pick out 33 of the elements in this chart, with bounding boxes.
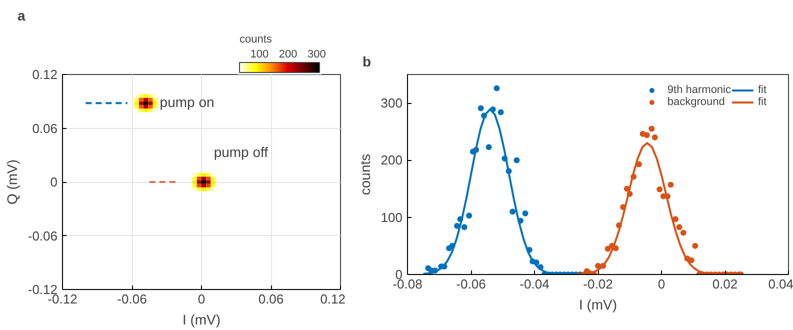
y-tick-label: -0.06: [28, 228, 58, 244]
y-tick-label: 0: [50, 174, 58, 190]
x-tick-label: -0.02: [583, 276, 613, 292]
x-axis-title: I (mV): [182, 312, 221, 328]
y-axis-title: counts: [356, 154, 373, 196]
annotation: pump on: [160, 94, 214, 110]
y-tick-label: 0.12: [32, 67, 58, 82]
legend-label: fit: [758, 84, 768, 96]
legend-label: background: [667, 96, 725, 108]
legend-label: fit: [758, 96, 768, 108]
x-tick-label: -0.06: [117, 292, 147, 306]
x-tick-label: 0: [198, 292, 206, 306]
y-tick-label: 300: [380, 96, 403, 111]
y-tick-label: 200: [380, 152, 403, 168]
color-bar-label: 200: [278, 48, 298, 60]
color-bar-label: 100: [250, 48, 269, 60]
y-axis-title: Q (mV): [4, 159, 20, 205]
x-axis-title: I (mV): [578, 296, 618, 312]
chart-title: b: [362, 54, 372, 70]
x-tick-label: 0.12: [320, 292, 346, 306]
x-tick-label: 0: [658, 276, 666, 292]
chart-title: a: [18, 8, 26, 24]
x-tick-label: -0.04: [520, 276, 550, 292]
x-tick-label: 0.04: [768, 276, 793, 292]
x-tick-label: -0.06: [456, 276, 486, 292]
y-tick-label: 0.06: [32, 120, 58, 136]
annotation: pump off: [214, 144, 268, 160]
color-bar-title: counts: [240, 34, 272, 46]
color-bar-label: 300: [307, 48, 326, 60]
x-tick-label: 0.02: [712, 276, 738, 292]
legend-label: 9th harmonic: [667, 84, 731, 96]
y-tick-label: 100: [380, 210, 403, 225]
x-tick-label: 0.06: [258, 292, 284, 306]
